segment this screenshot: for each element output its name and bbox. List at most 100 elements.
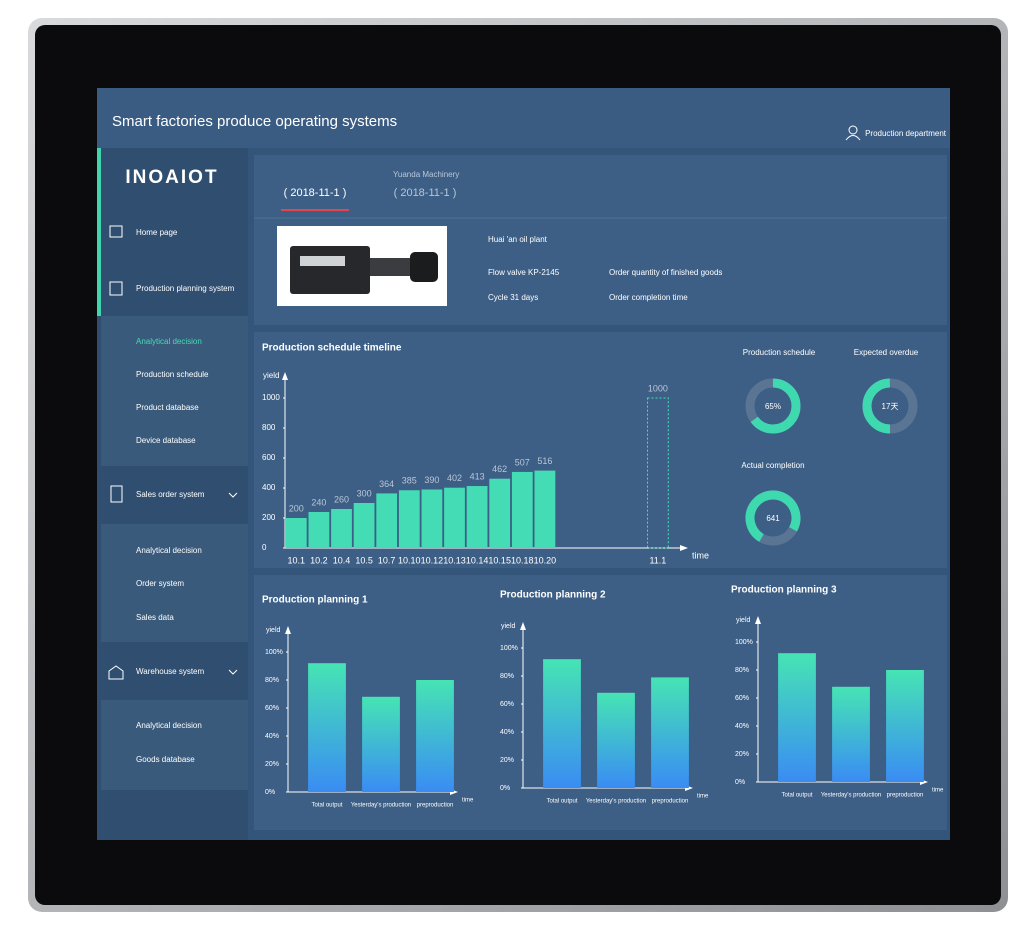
menu-item[interactable]: Warehouse system [136, 667, 205, 676]
x-tick-label: 10.1 [288, 555, 306, 565]
y-tick-label: 80% [735, 667, 749, 674]
bar [832, 686, 870, 782]
gauge-label: 17天 [882, 402, 899, 411]
x-tick-label: 10.7 [378, 555, 396, 565]
data-label: 364 [379, 479, 394, 489]
plan-icon [109, 281, 123, 296]
gauge-title: Expected overdue [854, 348, 919, 357]
submenu-item[interactable]: Product database [136, 403, 199, 412]
chevron [228, 492, 238, 498]
company: Yuanda Machinery [393, 170, 459, 179]
y-tick-label: 0% [735, 779, 745, 786]
y-tick-label: 80% [265, 677, 279, 684]
y-axis-label: yield [266, 627, 281, 634]
tab[interactable]: ( 2018-11-1 ) [394, 187, 457, 199]
axis-arrow [680, 545, 688, 551]
sidebar-accent [97, 148, 101, 316]
gauge-title: Actual completion [741, 461, 804, 470]
bar [778, 653, 816, 782]
y-tick-label: 0% [500, 785, 510, 792]
x-tick-label: 10.14 [466, 555, 489, 565]
x-axis-label: time [932, 788, 944, 794]
sales-icon [110, 485, 123, 503]
y-tick-label: 20% [735, 751, 749, 758]
y-tick-label: 60% [735, 695, 749, 702]
user-icon [848, 125, 858, 135]
y-tick-label: 20% [265, 761, 279, 768]
user-name[interactable]: Production department [865, 129, 947, 138]
y-axis-label: yield [736, 617, 751, 624]
x-tick-label: preproduction [417, 803, 454, 809]
completion: Order completion time [609, 293, 688, 302]
submenu-item[interactable]: Order system [136, 579, 184, 588]
bar [421, 489, 443, 548]
bar [331, 509, 352, 548]
bar [543, 659, 581, 788]
y-tick-label: 200 [262, 513, 276, 522]
warehouse-icon [108, 665, 124, 680]
chart-title: Production schedule timeline [262, 343, 402, 354]
x-axis-label: time [697, 794, 709, 800]
data-label: 402 [447, 473, 462, 483]
home-icon [109, 225, 123, 238]
y-tick-label: 40% [500, 729, 514, 736]
data-label: 516 [537, 456, 552, 466]
data-label: 385 [402, 476, 417, 486]
submenu-item[interactable]: Device database [136, 436, 196, 445]
valve-label [300, 256, 345, 266]
app-title: Smart factories produce operating system… [112, 113, 397, 130]
cycle: Cycle 31 days [488, 293, 538, 302]
data-label: 300 [357, 488, 372, 498]
submenu-item[interactable]: Goods database [136, 755, 195, 764]
y-tick-label: 600 [262, 453, 276, 462]
ring-arc [745, 378, 801, 434]
menu-item[interactable]: Production planning system [136, 284, 235, 293]
y-tick-label: 0 [262, 543, 267, 552]
x-tick-label: Total output [546, 799, 577, 805]
y-axis-label: yield [263, 371, 279, 380]
menu-item[interactable]: Sales order system [136, 490, 205, 499]
ring-arc [745, 490, 801, 546]
submenu-item[interactable]: Analytical decision [136, 337, 202, 346]
bar [534, 470, 556, 548]
x-tick-label: Total output [781, 793, 812, 799]
x-tick-label: 10.12 [421, 555, 444, 565]
x-tick-label: preproduction [652, 799, 689, 805]
x-tick-label: 11.1 [649, 555, 666, 565]
model: Flow valve KP-2145 [488, 268, 560, 277]
submenu-item[interactable]: Production schedule [136, 370, 209, 379]
y-tick-label: 100% [500, 645, 518, 652]
y-tick-label: 60% [500, 701, 514, 708]
gauge-rings [745, 378, 918, 546]
y-tick-label: 100% [735, 639, 753, 646]
x-tick-label: 10.18 [511, 555, 534, 565]
y-tick-label: 40% [265, 733, 279, 740]
submenu-item[interactable]: Sales data [136, 613, 174, 622]
data-label: 390 [424, 475, 439, 485]
submenu-item[interactable]: Analytical decision [136, 721, 202, 730]
axis-arrow [282, 372, 288, 380]
y-tick-label: 400 [262, 483, 276, 492]
x-tick-label: preproduction [887, 793, 924, 799]
bar [376, 493, 398, 548]
bar [651, 677, 689, 788]
bar [416, 680, 454, 792]
menu-item[interactable]: Home page [136, 228, 178, 237]
tab[interactable]: ( 2018-11-1 ) [284, 187, 347, 199]
bar [285, 518, 307, 548]
axis-arrow [520, 622, 526, 630]
bar [398, 490, 420, 548]
bar [886, 670, 924, 782]
bar [489, 478, 511, 548]
data-label: 1000 [648, 383, 668, 393]
header-bar [97, 88, 950, 148]
bar [647, 397, 669, 549]
bar [597, 692, 635, 788]
submenu-item[interactable]: Analytical decision [136, 546, 202, 555]
y-tick-label: 20% [500, 757, 514, 764]
data-label: 413 [470, 471, 485, 481]
bar [444, 487, 465, 548]
bar [466, 486, 488, 548]
